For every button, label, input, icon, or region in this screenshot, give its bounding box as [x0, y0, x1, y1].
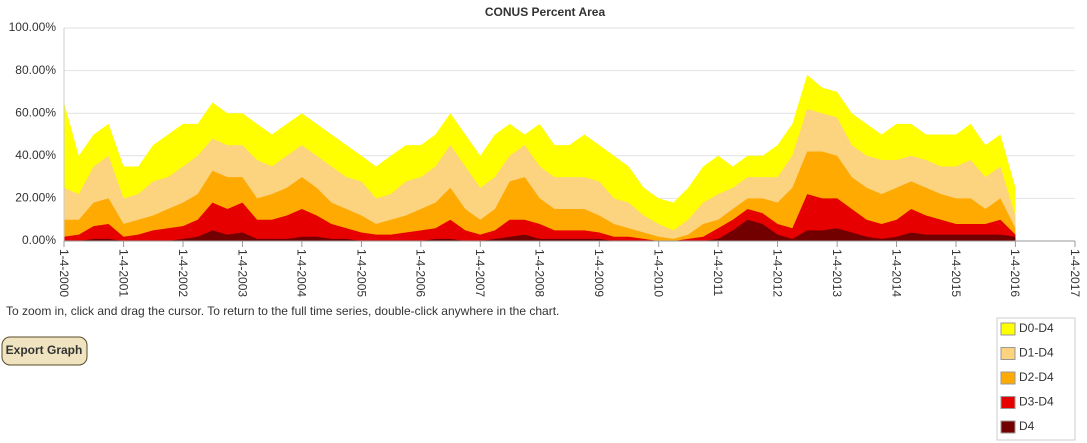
y-tick-label: 40.00%	[15, 148, 56, 162]
y-tick-label: 0.00%	[22, 233, 56, 247]
legend-swatch	[1000, 322, 1016, 336]
y-tick-label: 80.00%	[15, 63, 56, 77]
legend-swatch	[1000, 371, 1016, 385]
x-tick-label: 1-4-2009	[592, 249, 606, 297]
x-tick-label: 1-4-2012	[770, 249, 784, 297]
legend-swatch	[1000, 420, 1016, 434]
y-tick-label: 100.00%	[9, 20, 57, 34]
area	[64, 194, 1016, 241]
legend-label: D4	[1019, 419, 1035, 433]
x-tick-label: 1-4-2013	[830, 249, 844, 297]
y-tick-label: 20.00%	[15, 191, 56, 205]
x-tick-label: 1-4-2017	[1068, 249, 1082, 297]
export-button-label[interactable]: Export Graph	[6, 343, 83, 357]
x-tick-label: 1-4-2011	[711, 249, 725, 296]
legend-label: D1-D4	[1019, 346, 1054, 360]
x-tick-label: 1-4-2001	[116, 249, 130, 297]
legend-label: D2-D4	[1019, 370, 1054, 384]
x-tick-label: 1-4-2007	[473, 249, 487, 297]
x-tick-label: 1-4-2006	[414, 249, 428, 297]
x-tick-label: 1-4-2016	[1008, 249, 1022, 297]
area	[64, 219, 1016, 241]
x-tick-label: 1-4-2014	[889, 249, 903, 297]
legend-label: D3-D4	[1019, 395, 1054, 409]
x-tick-label: 1-4-2008	[533, 249, 547, 297]
instructions: To zoom in, click and drag the cursor. T…	[6, 304, 559, 318]
x-tick-label: 1-4-2004	[295, 249, 309, 297]
x-tick-label: 1-4-2000	[57, 249, 71, 297]
export-button[interactable]	[1, 336, 88, 366]
legend-swatch	[1000, 396, 1016, 409]
x-tick-label: 1-4-2015	[949, 249, 963, 297]
x-tick-label: 1-4-2003	[235, 249, 249, 297]
x-tick-label: 1-4-2005	[354, 249, 368, 297]
legend-swatch	[1000, 347, 1016, 360]
x-tick-label: 1-4-2010	[652, 249, 666, 297]
legend-label: D0-D4	[1019, 321, 1054, 335]
x-tick-label: 1-4-2002	[176, 249, 190, 297]
chart-title: CONUS Percent Area	[485, 5, 606, 19]
y-tick-label: 60.00%	[15, 105, 56, 119]
